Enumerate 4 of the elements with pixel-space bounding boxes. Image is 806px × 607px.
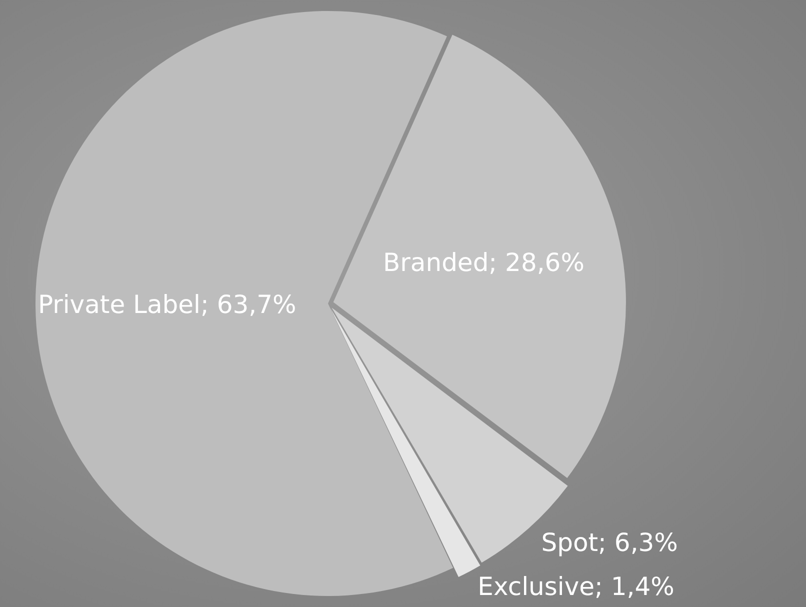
slice-label: Branded; 28,6%	[382, 247, 586, 280]
slice-label: Spot; 6,3%	[541, 526, 679, 559]
slice-label: Private Label; 63,7%	[36, 289, 298, 322]
slice-label: Exclusive; 1,4%	[478, 570, 676, 603]
